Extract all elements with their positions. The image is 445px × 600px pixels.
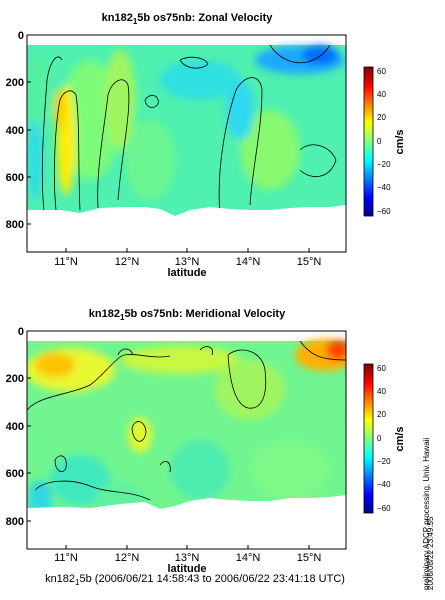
- colorbar-label: cm/s: [394, 426, 406, 451]
- footer-caption: kn18215b (2006/06/21 14:58:43 to 2006/06…: [0, 573, 390, 587]
- x-tick-label: 14°N: [236, 552, 261, 564]
- x-tick-label: 13°N: [175, 552, 200, 564]
- colorbar-tick-label: 20: [377, 113, 386, 122]
- colorbar-tick-label: 60: [377, 364, 386, 373]
- y-tick-label: 200: [6, 373, 24, 385]
- chart-meridional: kn18215b os75nb: Meridional Velocity: [6, 308, 406, 575]
- chart-zonal: kn18215b os75nb: Zonal Velocity: [6, 12, 406, 279]
- footer-sub: 1: [75, 578, 80, 588]
- y-ticks: 0 200 400 600 800: [6, 30, 31, 231]
- colorbar-tick-label: 20: [377, 410, 386, 419]
- colorbar-tick-label: −40: [377, 480, 391, 489]
- x-ticks: 11°N 12°N 13°N 14°N 15°N: [54, 545, 321, 564]
- colorbar-tick-label: 0: [377, 434, 382, 443]
- x-axis-label: latitude: [167, 267, 206, 279]
- y-ticks: 0 200 400 600 800: [6, 326, 31, 528]
- y-tick-label: 800: [6, 516, 24, 528]
- colorbar-label: cm/s: [394, 129, 406, 154]
- x-tick-label: 13°N: [175, 256, 200, 268]
- colorbar-tick-label: −60: [377, 207, 391, 216]
- timestamp: 2006/08/22 23:49:55: [426, 516, 435, 590]
- colorbar-tick-label: −40: [377, 183, 391, 192]
- colorbar-gradient: [363, 66, 374, 217]
- colorbar-zonal: 60 40 20 0 −20 −40 −60 cm/s: [363, 66, 406, 217]
- chart-title: kn18215b os75nb: Zonal Velocity: [102, 12, 274, 26]
- colorbar-gradient: [363, 363, 374, 514]
- y-tick-label: 0: [18, 326, 24, 338]
- colorbar-meridional: 60 40 20 0 −20 −40 −60 cm/s: [363, 363, 406, 514]
- x-tick-label: 15°N: [297, 256, 322, 268]
- x-tick-label: 12°N: [115, 256, 140, 268]
- colorbar-tick-label: 0: [377, 137, 382, 146]
- colorbar-tick-label: −20: [377, 457, 391, 466]
- y-tick-label: 400: [6, 421, 24, 433]
- no-data-mask: [27, 495, 346, 549]
- heatmap-meridional: [27, 339, 346, 520]
- footer-prefix: kn182: [45, 573, 76, 585]
- colorbar-tick-label: −60: [377, 504, 391, 513]
- x-tick-label: 11°N: [54, 552, 78, 564]
- chart-title: kn18215b os75nb: Meridional Velocity: [89, 308, 286, 322]
- no-data-mask: [27, 205, 346, 252]
- y-tick-label: 200: [6, 77, 24, 89]
- footer-rest: 5b (2006/06/21 14:58:43 to 2006/06/22 23…: [79, 573, 345, 585]
- x-axis-label: latitude: [167, 563, 206, 575]
- y-tick-label: 0: [18, 30, 24, 42]
- y-tick-label: 600: [6, 468, 24, 480]
- colorbar-tick-label: −20: [377, 160, 391, 169]
- colorbar-tick-label: 40: [377, 387, 386, 396]
- colorbar-tick-label: 40: [377, 90, 386, 99]
- x-tick-label: 12°N: [115, 552, 140, 564]
- contours: [41, 44, 337, 216]
- y-tick-label: 400: [6, 125, 24, 137]
- x-tick-label: 14°N: [236, 256, 261, 268]
- y-tick-label: 800: [6, 219, 24, 231]
- x-ticks: 11°N 12°N 13°N 14°N 15°N: [54, 248, 321, 268]
- contours: [27, 340, 346, 501]
- x-tick-label: 15°N: [297, 552, 322, 564]
- colorbar-tick-label: 60: [377, 67, 386, 76]
- y-tick-label: 600: [6, 172, 24, 184]
- x-tick-label: 11°N: [54, 256, 78, 268]
- heatmap-zonal: [27, 44, 346, 220]
